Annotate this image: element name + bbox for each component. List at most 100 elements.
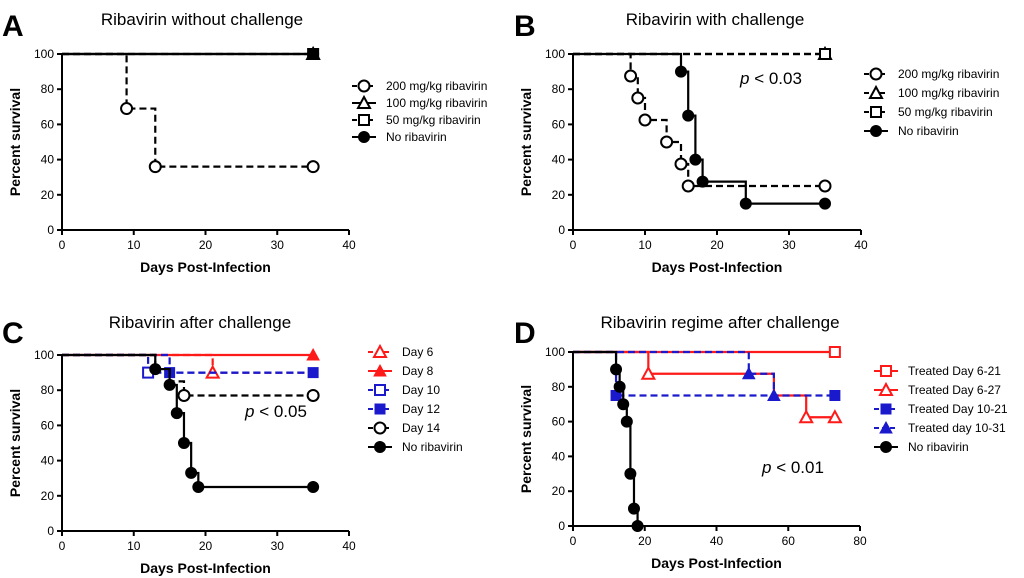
legend-marker	[868, 84, 884, 99]
legend-label: No ribavirin	[386, 130, 447, 144]
survival-curve	[62, 353, 314, 374]
y-tick-label: 60	[552, 117, 566, 131]
legend-item: Treated day 10-31	[874, 420, 1006, 435]
data-point	[185, 466, 198, 479]
legend-label: No ribavirin	[402, 440, 463, 454]
y-tick-label: 60	[552, 415, 566, 429]
x-axis-label: Days Post-Infection	[652, 259, 783, 275]
x-tick-label: 30	[271, 238, 285, 252]
legend-marker	[374, 384, 386, 396]
data-point	[163, 378, 176, 391]
y-tick-label: 60	[41, 117, 55, 131]
x-tick-label: 30	[782, 238, 796, 252]
data-point	[307, 48, 320, 60]
data-point	[170, 407, 183, 420]
data-point	[819, 197, 831, 210]
x-tick-label: 40	[342, 238, 356, 252]
data-point	[682, 109, 695, 122]
x-tick-label: 0	[59, 539, 66, 553]
legend-marker	[374, 441, 386, 453]
p-value-text: < 0.01	[771, 458, 823, 477]
legend-label: Treated Day 6-27	[908, 383, 1001, 397]
series-200-mg-kg-ribavirin	[573, 52, 832, 193]
y-tick-label: 60	[41, 418, 55, 432]
data-point	[306, 347, 320, 361]
survival-curve	[62, 353, 314, 489]
legend-item: Day 12	[368, 402, 440, 416]
data-point	[827, 409, 843, 424]
x-tick-label: 10	[638, 238, 652, 252]
y-tick-label: 20	[41, 489, 55, 503]
data-point	[681, 179, 695, 193]
legend-item: 50 mg/kg ribavirin	[864, 105, 993, 119]
legend-label: Treated Day 10-21	[908, 402, 1008, 416]
x-tick-label: 40	[710, 534, 724, 548]
survival-curve	[62, 353, 314, 374]
panel-letter: A	[2, 10, 24, 43]
panel-letter: D	[514, 317, 536, 350]
data-point	[631, 520, 644, 532]
y-tick-label: 100	[34, 47, 54, 61]
series-treated-day-10-21	[573, 350, 841, 401]
data-point	[624, 467, 637, 480]
panel-b: B Ribavirin with challenge 0 10 20 30 40 0 20 40 6…	[514, 10, 999, 275]
y-tick-label: 40	[41, 153, 55, 167]
series-50-mg-kg-ribavirin	[573, 48, 831, 60]
survival-curve	[62, 353, 314, 374]
legend-marker	[870, 125, 882, 137]
legend-label: 100 mg/kg ribavirin	[898, 86, 999, 100]
y-axis-label: Percent survival	[7, 389, 23, 497]
legend-item: Day 8	[368, 363, 434, 378]
p-value-symbol: p	[244, 402, 254, 421]
data-point	[306, 160, 320, 174]
y-tick-label: 0	[47, 524, 54, 538]
legend-item: Day 10	[368, 383, 440, 397]
legend-marker	[880, 441, 892, 453]
data-point	[818, 179, 832, 193]
y-tick-label: 80	[552, 380, 566, 394]
x-tick-label: 0	[570, 534, 577, 548]
legend-item: Treated Day 6-27	[874, 381, 1001, 397]
data-point	[631, 91, 645, 105]
legend-label: No ribavirin	[908, 440, 969, 454]
y-axis-label: Percent survival	[7, 88, 23, 196]
legend-item: Day 14	[368, 421, 440, 435]
series-day-14	[62, 353, 320, 402]
x-tick-label: 20	[199, 238, 213, 252]
data-point	[829, 390, 841, 401]
data-point	[306, 388, 320, 402]
data-point	[675, 65, 687, 78]
y-tick-label: 100	[34, 348, 54, 362]
x-tick-label: 10	[127, 238, 141, 252]
series-no-ribavirin	[573, 52, 831, 210]
y-tick-label: 40	[552, 153, 566, 167]
p-value-text: < 0.05	[254, 402, 306, 421]
panel-d: D Ribavirin regime after challenge 0 20 40 60…	[514, 313, 1008, 571]
series-no-ribavirin	[62, 48, 320, 60]
panel-a: A Ribavirin without challenge 0 10 20 30 40 0 20…	[2, 10, 487, 275]
p-value-annotation: p < 0.05	[244, 402, 307, 421]
data-point	[620, 415, 633, 428]
x-axis-label: Days Post-Infection	[140, 560, 271, 576]
legend-label: 50 mg/kg ribavirin	[898, 105, 993, 119]
legend-marker	[356, 94, 372, 109]
data-point	[627, 502, 640, 515]
data-point	[638, 113, 652, 127]
data-point	[798, 409, 814, 424]
panel-c: C Ribavirin after challenge 0 10 20 30 40 0 20 40…	[2, 313, 463, 576]
legend-marker	[880, 365, 892, 377]
series-no-ribavirin	[573, 350, 644, 532]
legend-item: 100 mg/kg ribavirin	[864, 84, 999, 100]
data-point	[624, 69, 638, 83]
series-day-10	[62, 353, 314, 379]
legend-item: 50 mg/kg ribavirin	[352, 113, 481, 127]
legend-marker	[880, 403, 892, 415]
x-tick-label: 10	[127, 539, 141, 553]
x-tick-label: 30	[271, 539, 285, 553]
legend-item: Day 6	[368, 343, 434, 359]
legend-item: Treated Day 10-21	[874, 402, 1008, 416]
data-point	[617, 398, 630, 411]
legend-label: Day 6	[402, 345, 434, 359]
legend-item: 100 mg/kg ribavirin	[352, 94, 487, 110]
